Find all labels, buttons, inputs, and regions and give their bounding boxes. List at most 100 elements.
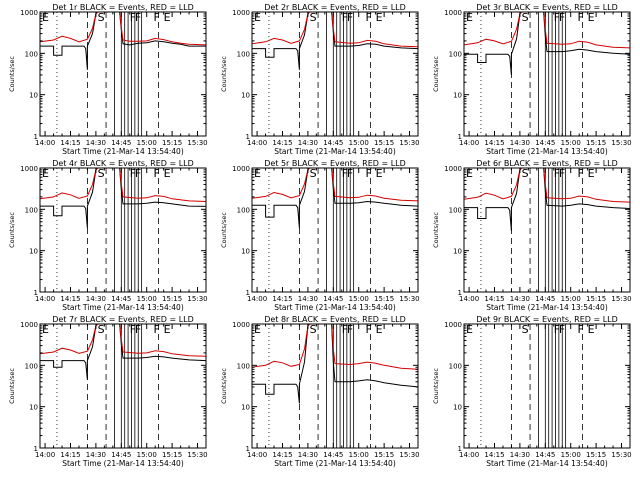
y-tick-label: 10 [453, 92, 462, 100]
x-tick-label: 15:00 [137, 451, 157, 459]
x-tick-label: 14:00 [459, 451, 479, 459]
marker-label: S [310, 323, 317, 336]
x-axis-label: Start Time (21-Mar-14 13:54:40) [62, 459, 184, 468]
y-tick-label: 1 [246, 445, 250, 453]
marker-label: F [365, 167, 371, 180]
x-tick-label: 14:00 [459, 139, 479, 147]
marker-label: S [310, 167, 317, 180]
marker-label: F [130, 11, 136, 24]
plot-frame [39, 167, 207, 293]
marker-label: F [559, 323, 565, 336]
y-tick-label: 100 [25, 206, 38, 214]
x-tick-label: 14:00 [247, 451, 267, 459]
x-tick-label: 14:15 [484, 139, 504, 147]
marker-label: F [577, 11, 583, 24]
x-tick-label: 14:30 [298, 295, 318, 303]
x-tick-label: 14:45 [323, 451, 343, 459]
marker-label: E [376, 323, 383, 336]
x-tick-label: 14:15 [272, 139, 292, 147]
plot-frame [251, 323, 419, 449]
series-line-lld [252, 12, 418, 48]
y-axis-label: Counts/sec [8, 212, 16, 248]
y-tick-label: 10 [241, 404, 250, 412]
marker-label: F [554, 167, 560, 180]
x-tick-label: 14:00 [35, 295, 55, 303]
x-tick-label: 14:00 [459, 295, 479, 303]
x-tick-label: 15:00 [137, 139, 157, 147]
y-axis-label: Counts/sec [432, 368, 440, 404]
marker-label: E [588, 167, 595, 180]
marker-label: E [254, 323, 261, 336]
y-tick-label: 1 [458, 289, 462, 297]
marker-label: S [522, 11, 529, 24]
plot-frame [39, 323, 207, 449]
marker-label: E [42, 323, 49, 336]
x-tick-label: 15:15 [374, 451, 394, 459]
marker-label: E [254, 167, 261, 180]
series-line-events [252, 168, 418, 229]
y-tick-label: 100 [449, 206, 462, 214]
marker-label: F [577, 167, 583, 180]
x-tick-label: 14:15 [60, 295, 80, 303]
chart-title: Det 3r BLACK = Events, RED = LLD [476, 3, 618, 12]
series-line-lld [464, 12, 630, 49]
marker-label: F [577, 323, 583, 336]
marker-label: F [130, 167, 136, 180]
marker-label: F [135, 323, 141, 336]
x-tick-label: 15:30 [187, 295, 207, 303]
marker-label: F [365, 11, 371, 24]
marker-label: F [135, 167, 141, 180]
y-tick-label: 100 [449, 50, 462, 58]
marker-label: E [254, 11, 261, 24]
marker-label: E [376, 167, 383, 180]
y-tick-label: 1000 [232, 321, 250, 329]
marker-label: F [130, 323, 136, 336]
x-tick-label: 15:30 [399, 139, 419, 147]
marker-label: E [588, 11, 595, 24]
marker-label: E [466, 11, 473, 24]
y-tick-label: 10 [29, 248, 38, 256]
marker-label: E [466, 167, 473, 180]
chart-title: Det 6r BLACK = Events, RED = LLD [476, 159, 618, 168]
x-tick-label: 14:30 [510, 295, 530, 303]
marker-label: E [164, 11, 171, 24]
marker-label: E [466, 323, 473, 336]
x-axis-label: Start Time (21-Mar-14 13:54:40) [62, 147, 184, 156]
marker-label: F [153, 11, 159, 24]
x-tick-label: 14:15 [484, 295, 504, 303]
x-tick-label: 15:00 [137, 295, 157, 303]
x-tick-label: 14:45 [111, 451, 131, 459]
y-tick-label: 10 [453, 248, 462, 256]
x-tick-label: 15:00 [561, 451, 581, 459]
marker-label: S [522, 167, 529, 180]
x-tick-label: 14:45 [535, 139, 555, 147]
x-tick-label: 14:15 [60, 451, 80, 459]
y-tick-label: 100 [237, 50, 250, 58]
y-axis-label: Counts/sec [220, 368, 228, 404]
series-line-events [40, 12, 206, 70]
chart-title: Det 4r BLACK = Events, RED = LLD [52, 159, 194, 168]
y-tick-label: 100 [25, 50, 38, 58]
x-tick-label: 15:15 [162, 295, 182, 303]
marker-label: E [42, 11, 49, 24]
y-tick-label: 1 [246, 289, 250, 297]
x-tick-label: 15:15 [586, 139, 606, 147]
y-tick-label: 1000 [20, 321, 38, 329]
marker-label: F [365, 323, 371, 336]
series-line-lld [252, 324, 418, 370]
marker-label: E [164, 167, 171, 180]
y-axis-label: Counts/sec [220, 212, 228, 248]
x-axis-label: Start Time (21-Mar-14 13:54:40) [486, 459, 608, 468]
x-tick-label: 15:30 [399, 451, 419, 459]
x-tick-label: 15:15 [586, 451, 606, 459]
x-tick-label: 15:30 [399, 295, 419, 303]
marker-label: F [347, 167, 353, 180]
x-tick-label: 14:30 [86, 451, 106, 459]
plot-frame [463, 167, 631, 293]
